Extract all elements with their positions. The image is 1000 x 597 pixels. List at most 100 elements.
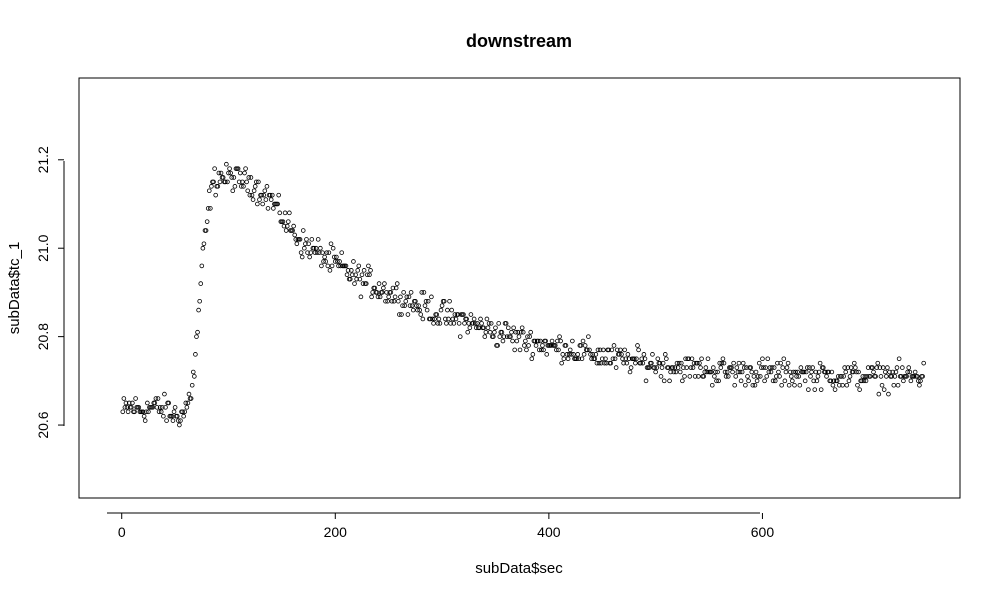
data-point xyxy=(690,365,696,370)
data-point xyxy=(601,347,606,353)
data-point xyxy=(388,290,394,295)
data-point xyxy=(263,197,269,202)
data-point xyxy=(585,347,590,353)
data-point xyxy=(810,365,815,370)
data-point xyxy=(636,347,641,353)
data-point xyxy=(633,360,638,366)
data-point xyxy=(322,254,327,260)
y-tick-label: 21.0 xyxy=(35,234,51,261)
data-point xyxy=(702,369,708,375)
data-point xyxy=(445,307,450,313)
data-point xyxy=(745,374,750,379)
data-point xyxy=(291,223,296,229)
data-point xyxy=(510,338,515,344)
data-point xyxy=(236,179,242,185)
data-point xyxy=(784,365,790,370)
data-point xyxy=(198,281,204,286)
data-point xyxy=(877,365,883,370)
data-point xyxy=(653,369,658,375)
data-point xyxy=(788,374,794,379)
data-point xyxy=(741,365,747,370)
data-point xyxy=(793,369,798,375)
data-point xyxy=(124,405,130,410)
data-point xyxy=(860,374,866,379)
data-point xyxy=(143,409,149,415)
data-point xyxy=(787,369,793,375)
data-point xyxy=(367,272,372,278)
data-point xyxy=(479,321,484,326)
data-point xyxy=(730,369,735,375)
data-point xyxy=(169,413,175,419)
data-point xyxy=(524,347,529,353)
data-point xyxy=(483,329,489,335)
data-point xyxy=(715,369,720,375)
data-point xyxy=(309,237,315,242)
data-point xyxy=(818,387,824,392)
data-point xyxy=(478,316,483,322)
data-point xyxy=(680,378,685,384)
data-point xyxy=(754,378,760,384)
data-point xyxy=(753,369,759,375)
data-point xyxy=(708,369,714,375)
data-point xyxy=(906,365,912,370)
data-point xyxy=(541,347,546,353)
data-point xyxy=(320,250,325,255)
data-point xyxy=(871,369,876,375)
data-point xyxy=(242,170,247,176)
data-point xyxy=(365,272,370,278)
data-point xyxy=(249,192,255,198)
data-point xyxy=(432,316,437,322)
data-point xyxy=(311,245,317,251)
x-axis-label: subData$sec xyxy=(475,560,563,577)
data-point xyxy=(847,374,853,379)
data-point xyxy=(400,303,405,308)
data-point xyxy=(133,396,138,401)
data-point xyxy=(385,298,390,304)
data-point xyxy=(625,352,631,357)
data-point xyxy=(614,347,620,353)
data-point xyxy=(484,316,490,322)
data-point xyxy=(185,400,191,406)
data-point xyxy=(244,179,249,185)
data-point xyxy=(688,365,694,370)
data-point xyxy=(424,307,430,313)
data-point xyxy=(571,352,576,357)
data-point xyxy=(125,409,131,415)
data-point xyxy=(446,316,451,322)
data-point xyxy=(357,276,363,282)
data-point xyxy=(691,360,697,366)
data-point xyxy=(639,356,645,362)
data-point xyxy=(363,281,369,286)
data-point xyxy=(824,374,829,379)
data-point xyxy=(349,268,354,273)
data-point xyxy=(634,356,639,362)
data-point xyxy=(750,382,756,388)
data-point xyxy=(673,369,679,375)
data-point xyxy=(405,312,411,317)
data-point xyxy=(303,241,308,247)
data-point xyxy=(232,184,238,189)
data-point xyxy=(345,268,351,273)
data-point xyxy=(402,303,408,308)
data-point xyxy=(196,307,201,313)
data-point xyxy=(719,360,725,366)
data-point xyxy=(884,374,889,379)
data-point xyxy=(657,360,663,366)
data-point xyxy=(140,409,146,415)
data-point xyxy=(876,391,882,397)
data-point xyxy=(267,192,273,198)
data-point xyxy=(722,369,728,375)
data-point xyxy=(723,374,729,379)
data-point xyxy=(462,321,467,326)
data-point xyxy=(154,405,160,410)
data-point xyxy=(752,382,758,388)
data-point xyxy=(718,365,724,370)
data-point xyxy=(403,298,409,304)
data-point xyxy=(299,254,305,260)
data-point xyxy=(670,365,676,370)
data-point xyxy=(201,241,207,247)
data-point xyxy=(557,334,562,339)
data-point xyxy=(414,303,419,308)
data-point xyxy=(748,365,753,370)
x-tick-label: 200 xyxy=(324,524,348,540)
